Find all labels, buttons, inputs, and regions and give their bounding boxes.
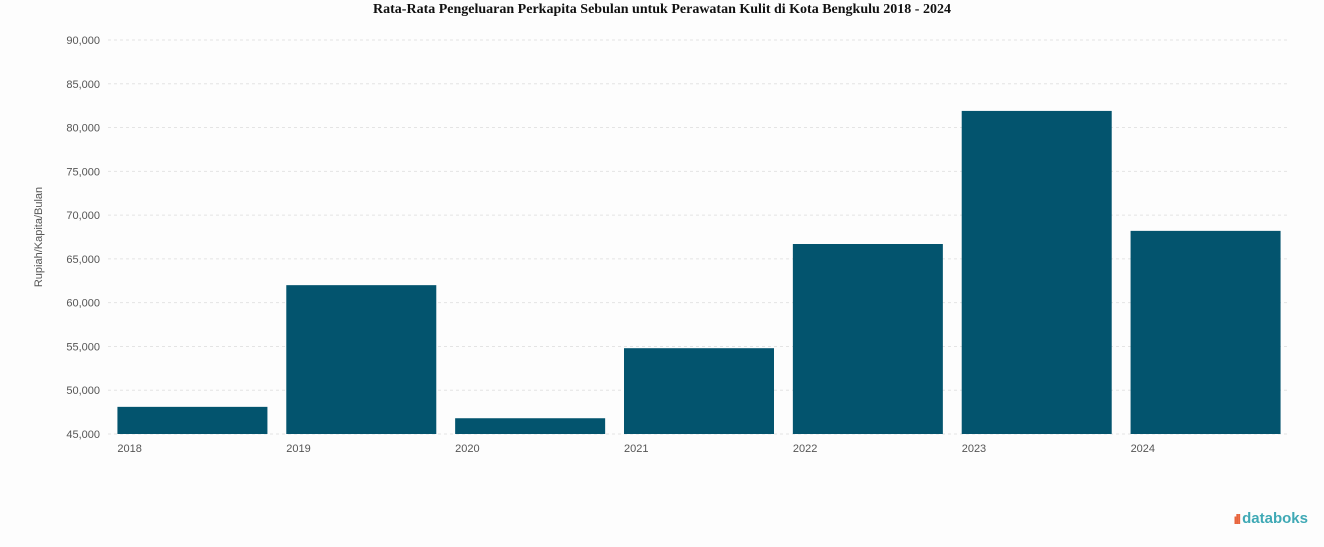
chart-title: Rata-Rata Pengeluaran Perkapita Sebulan …	[373, 2, 951, 17]
logo-mark-icon: ıll	[1233, 510, 1241, 527]
x-tick-label: 2019	[286, 443, 310, 455]
x-tick-label: 2024	[1131, 443, 1155, 455]
y-tick-label: 75,000	[66, 166, 100, 178]
logo-text: databoks	[1242, 510, 1308, 527]
bar-2023[interactable]	[961, 110, 1112, 435]
bar-2020[interactable]	[455, 418, 606, 434]
bar-2022[interactable]	[792, 244, 943, 434]
y-tick-label: 90,000	[66, 35, 100, 47]
x-tick-label: 2021	[624, 443, 648, 455]
y-tick-label: 80,000	[66, 123, 100, 135]
y-tick-label: 60,000	[66, 298, 100, 310]
bar-2018[interactable]	[117, 406, 268, 434]
bar-2024[interactable]	[1130, 230, 1281, 434]
x-tick-label: 2022	[793, 443, 817, 455]
y-tick-label: 70,000	[66, 210, 100, 222]
x-tick-label: 2023	[962, 443, 986, 455]
x-tick-label: 2018	[117, 443, 141, 455]
bar-2021[interactable]	[624, 348, 774, 434]
x-tick-label: 2020	[455, 443, 479, 455]
y-tick-label: 65,000	[66, 254, 100, 266]
bar-2019[interactable]	[286, 285, 437, 434]
y-axis-label: Rupiah/Kapita/Bulan	[33, 187, 45, 287]
y-tick-label: 55,000	[66, 341, 100, 353]
y-tick-label: 85,000	[66, 79, 100, 91]
y-tick-label: 50,000	[66, 385, 100, 397]
databoks-logo: ıll databoks	[1233, 510, 1308, 527]
y-tick-label: 45,000	[66, 429, 100, 441]
